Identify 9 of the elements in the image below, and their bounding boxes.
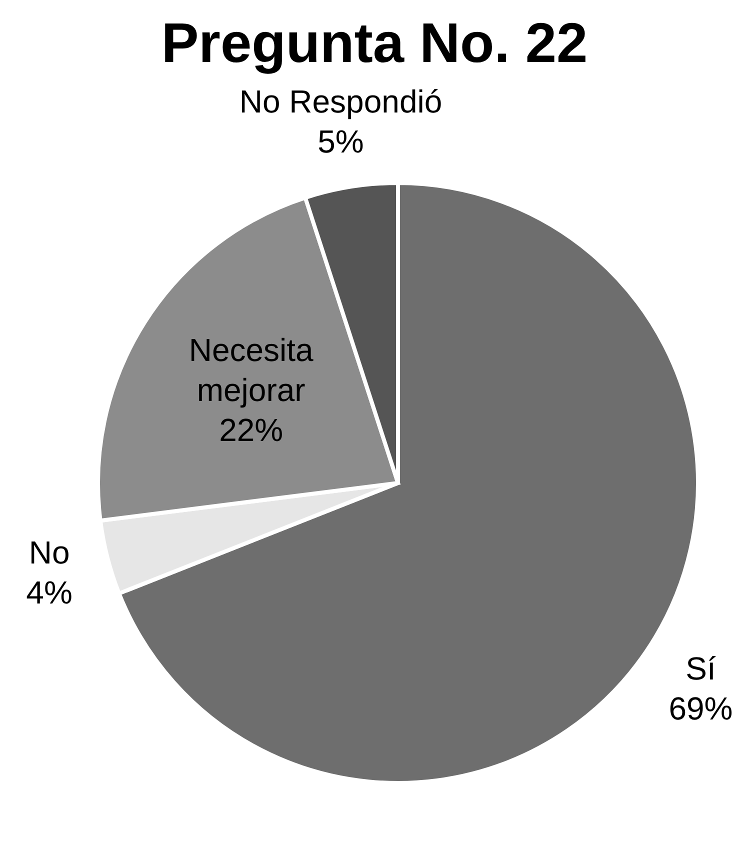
slice-label: Sí [686, 650, 716, 687]
chart-title: Pregunta No. 22 [160, 10, 589, 76]
data-label: 69% [668, 690, 733, 727]
data-label: 4% [26, 574, 72, 611]
slice-label: Necesita mejorar [188, 332, 314, 408]
data-label: 22% [219, 412, 284, 448]
slice-label: No [28, 534, 70, 571]
slice-label: No Respondió [239, 84, 442, 120]
data-label: 5% [318, 124, 364, 160]
